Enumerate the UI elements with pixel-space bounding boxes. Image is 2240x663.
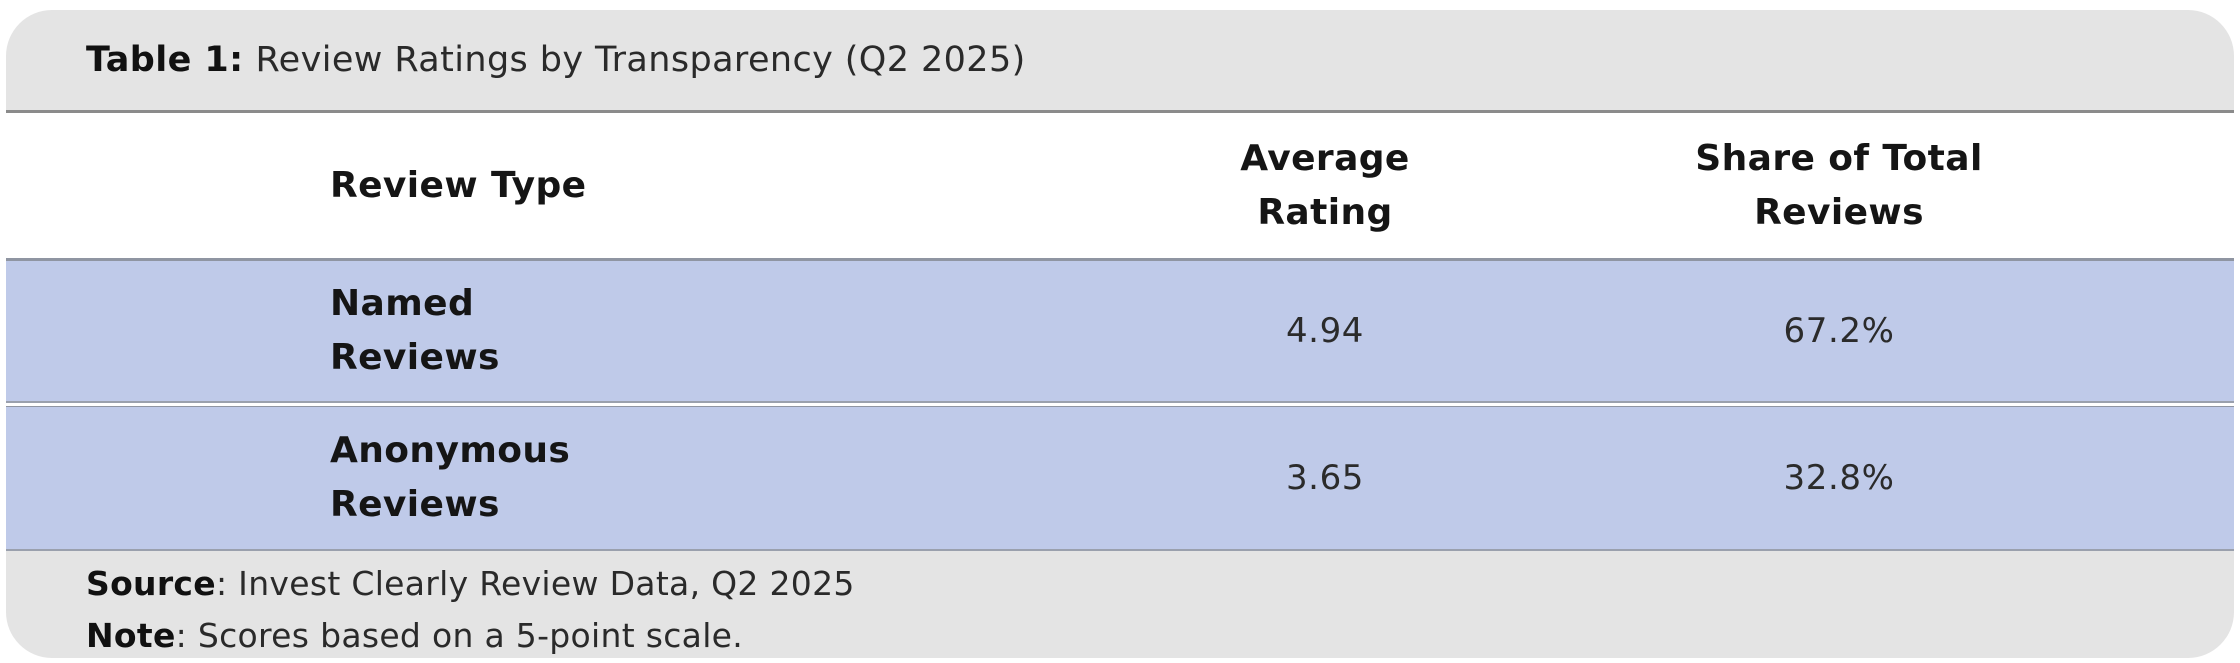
cell-review-type: Named Reviews: [330, 283, 500, 378]
table-title-bar: Table 1: Review Ratings by Transparency …: [6, 10, 2234, 113]
note-line: Note: Scores based on a 5-point scale.: [86, 612, 2234, 660]
table-header-row: Review Type Average Rating Share of Tota…: [6, 113, 2234, 258]
note-text: : Scores based on a 5-point scale.: [175, 615, 744, 655]
cell-review-type: Anonymous Reviews: [330, 430, 571, 525]
cell-average-rating: 4.94: [1285, 311, 1365, 351]
table-row-anonymous-reviews: Anonymous Reviews 3.65 32.8%: [6, 406, 2234, 551]
column-header-average-rating: Average Rating: [1240, 137, 1410, 233]
table-row-named-reviews: Named Reviews 4.94 67.2%: [6, 258, 2234, 403]
table-card: Table 1: Review Ratings by Transparency …: [6, 10, 2234, 658]
column-header-share-of-total: Share of Total Reviews: [1695, 137, 1983, 233]
table-title-text: Review Ratings by Transparency (Q2 2025): [255, 40, 1026, 80]
source-text: : Invest Clearly Review Data, Q2 2025: [215, 563, 855, 603]
table-footer: Source: Invest Clearly Review Data, Q2 2…: [6, 551, 2234, 658]
table-number-label: Table 1:: [86, 40, 244, 80]
column-header-review-type: Review Type: [330, 164, 587, 206]
cell-average-rating: 3.65: [1285, 458, 1365, 498]
source-label: Source: [86, 563, 216, 603]
cell-share-of-total: 32.8%: [1783, 458, 1895, 498]
note-label: Note: [86, 615, 176, 655]
cell-share-of-total: 67.2%: [1783, 311, 1895, 351]
source-line: Source: Invest Clearly Review Data, Q2 2…: [86, 560, 2234, 608]
